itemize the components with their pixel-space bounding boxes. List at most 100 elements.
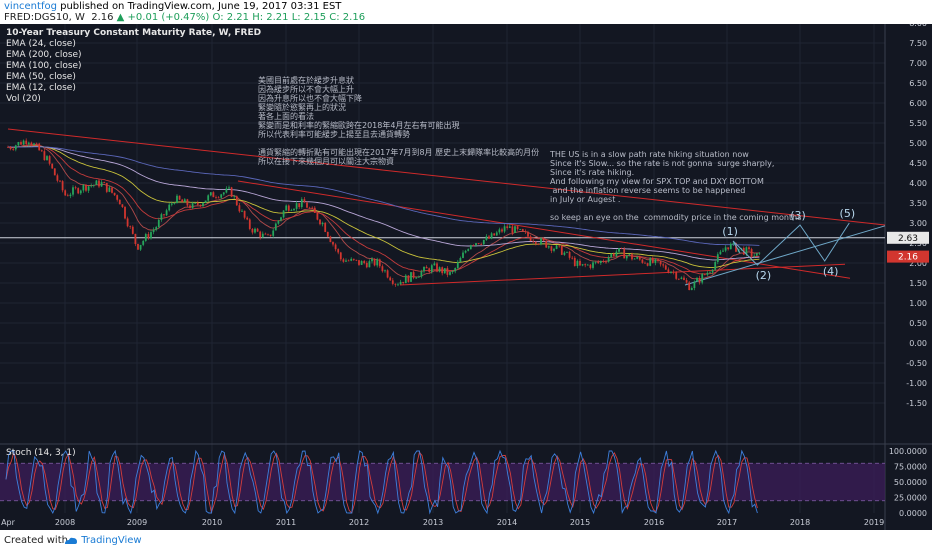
candle-body xyxy=(113,192,116,196)
stoch-tick-label: 50.0000 xyxy=(894,478,927,487)
time-tick-label: Apr xyxy=(1,518,16,527)
wave-path xyxy=(732,222,850,266)
candle-body xyxy=(524,231,527,233)
candle-body xyxy=(597,261,600,264)
candle-body xyxy=(638,257,641,260)
candle-body xyxy=(423,266,425,272)
candle-body xyxy=(649,258,652,266)
legend-item-volume[interactable]: Vol (20) xyxy=(6,94,41,104)
candle-body xyxy=(277,220,280,224)
time-tick-label: 2014 xyxy=(497,518,517,527)
candle-body xyxy=(571,257,574,259)
time-tick-label: 2019 xyxy=(864,518,884,527)
legend-item-ema200[interactable]: EMA (200, close) xyxy=(6,50,82,60)
candle-body xyxy=(576,260,579,266)
candle-body xyxy=(459,257,462,262)
candle-body xyxy=(612,253,615,256)
candle-body xyxy=(339,252,342,260)
price-tag xyxy=(887,250,929,263)
candle-body xyxy=(347,260,350,262)
legend-item-ema50[interactable]: EMA (50, close) xyxy=(6,72,76,82)
symbol-line: FRED:DGS10, W 2.16 ▲ +0.01 (+0.47%) O: 2… xyxy=(4,12,365,23)
price-change: ▲ +0.01 (+0.47%) xyxy=(116,12,210,23)
chart-area[interactable]: (1)(2)(3)(4)(5) 8.508.007.507.006.506.00… xyxy=(0,24,932,530)
candle-body xyxy=(376,259,379,266)
candle-body xyxy=(495,232,498,236)
candle-body xyxy=(74,187,77,189)
candle-body xyxy=(332,241,334,245)
time-tick-label: 2018 xyxy=(790,518,810,527)
candle-body xyxy=(654,259,657,263)
candle-body xyxy=(313,207,316,213)
candle-body xyxy=(662,264,665,266)
legend-item-ema12[interactable]: EMA (12, close) xyxy=(6,83,76,93)
ema-200-line xyxy=(8,146,760,246)
candle-body xyxy=(735,243,737,252)
candle-body xyxy=(381,266,384,272)
candle-body xyxy=(545,240,548,248)
price-tick-label: 1.50 xyxy=(909,279,927,288)
candle-body xyxy=(722,250,724,252)
candle-body xyxy=(628,254,631,256)
candle-body xyxy=(87,186,90,191)
candle-body xyxy=(592,262,594,268)
candle-body xyxy=(85,184,87,191)
candle-body xyxy=(360,261,363,265)
candle-body xyxy=(633,258,636,260)
candle-body xyxy=(342,259,345,262)
candle-body xyxy=(170,203,173,205)
legend-item-ema24[interactable]: EMA (24, close) xyxy=(6,39,76,49)
candle-body xyxy=(602,260,605,262)
candle-body xyxy=(14,145,17,150)
chart-legend: 10-Year Treasury Constant Maturity Rate,… xyxy=(6,28,261,105)
candle-body xyxy=(183,199,186,203)
time-tick-label: 2016 xyxy=(644,518,664,527)
tradingview-brand: TradingView xyxy=(81,535,142,546)
candle-body xyxy=(116,195,119,200)
candle-body xyxy=(368,261,371,268)
candle-body xyxy=(514,226,516,233)
candle-body xyxy=(300,199,303,208)
candle-body xyxy=(165,210,168,216)
candle-body xyxy=(605,261,607,263)
candle-body xyxy=(225,188,228,193)
candle-body xyxy=(238,205,241,212)
candle-body xyxy=(748,247,750,250)
candle-body xyxy=(467,249,470,251)
candle-body xyxy=(355,259,358,261)
candle-body xyxy=(256,228,259,232)
candle-body xyxy=(438,267,441,272)
candle-body xyxy=(33,143,35,145)
candle-body xyxy=(272,230,275,236)
candle-body xyxy=(690,287,693,291)
candle-body xyxy=(532,240,535,242)
candle-body xyxy=(139,244,142,250)
candle-body xyxy=(446,268,449,275)
candle-body xyxy=(209,192,212,196)
legend-title: 10-Year Treasury Constant Maturity Rate,… xyxy=(6,28,262,38)
candle-body xyxy=(66,195,69,197)
candle-body xyxy=(98,180,100,187)
tradingview-logo[interactable]: TradingView xyxy=(64,535,142,546)
candle-body xyxy=(527,232,529,237)
candle-body xyxy=(111,187,113,193)
candle-body xyxy=(241,210,243,212)
candle-body xyxy=(758,252,761,254)
upper-trendline-2 xyxy=(237,180,851,279)
candle-body xyxy=(553,248,555,251)
author-link[interactable]: vincentfog xyxy=(4,1,57,12)
candle-body xyxy=(316,212,319,220)
candle-body xyxy=(254,228,256,233)
price-chart[interactable]: (1)(2)(3)(4)(5) 8.508.007.507.006.506.00… xyxy=(0,24,932,530)
time-tick-label: 2010 xyxy=(202,518,222,527)
wave-label: (4) xyxy=(823,265,839,278)
candle-body xyxy=(40,150,43,152)
stoch-k-line xyxy=(5,449,758,515)
candle-body xyxy=(581,264,584,266)
legend-item-ema100[interactable]: EMA (100, close) xyxy=(6,61,82,71)
candle-body xyxy=(433,263,436,266)
candle-body xyxy=(121,204,124,207)
candle-body xyxy=(134,233,137,244)
candle-body xyxy=(212,192,215,198)
price-tag xyxy=(887,231,929,244)
